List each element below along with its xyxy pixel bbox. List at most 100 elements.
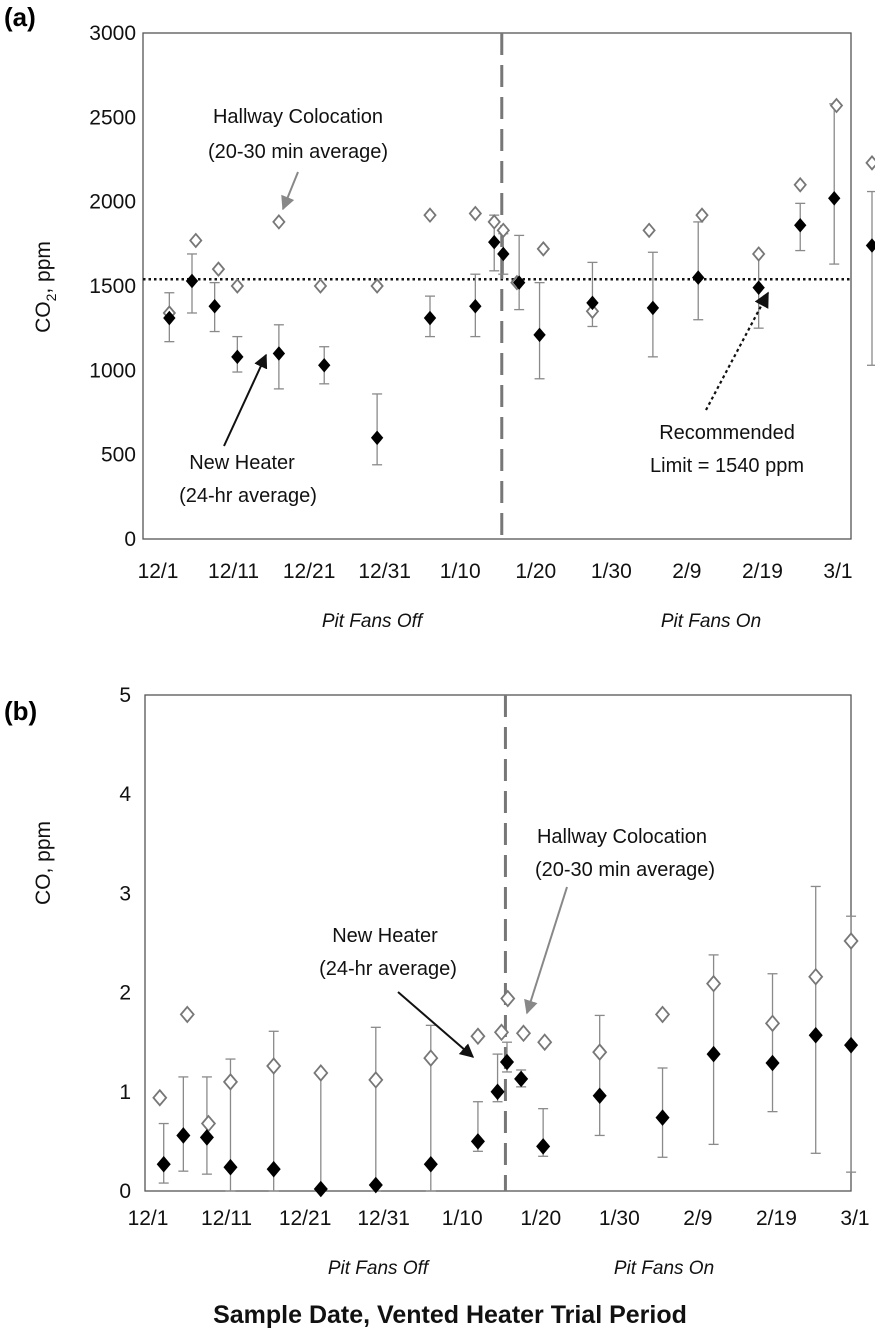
x-tick-label: 1/30 <box>599 1207 640 1230</box>
filled-diamond-point-new-heater <box>533 327 546 343</box>
filled-diamond-point-new-heater <box>199 1129 214 1146</box>
open-diamond-point-hallway-colocation <box>189 232 203 249</box>
annotation-hallway-a-line1: Hallway Colocation <box>213 106 383 128</box>
filled-diamond-point-new-heater <box>844 1036 859 1054</box>
annotation-heater-a-line1: New Heater <box>189 452 295 474</box>
filled-diamond-point-new-heater <box>272 346 286 361</box>
x-tick-label: 1/20 <box>520 1207 561 1230</box>
filled-diamond-point-new-heater <box>499 1053 515 1071</box>
open-diamond-point-hallway-colocation <box>179 1005 195 1024</box>
x-tick-label: 2/19 <box>742 560 783 583</box>
filled-diamond-point-new-heater <box>208 298 221 314</box>
x-tick-label: 2/9 <box>683 1207 712 1230</box>
y-tick-label: 1500 <box>89 275 136 298</box>
open-diamond-point-hallway-colocation <box>368 1071 384 1089</box>
y-tick-label: 3 <box>119 882 131 905</box>
open-diamond-point-hallway-colocation <box>211 261 226 278</box>
filled-diamond-point-new-heater <box>176 1127 191 1144</box>
figure-x-axis-title: Sample Date, Vented Heater Trial Period <box>213 1301 687 1329</box>
annotation-hallway-b-line1: Hallway Colocation <box>537 826 707 848</box>
annotation-hallway-b-line2: (20-30 min average) <box>535 859 715 881</box>
filled-diamond-point-new-heater <box>469 298 482 314</box>
open-diamond-point-hallway-colocation <box>515 1024 532 1043</box>
filled-diamond-point-new-heater <box>490 1083 505 1101</box>
y-tick-label: 0 <box>119 1180 131 1203</box>
open-diamond-point-hallway-colocation <box>585 303 600 320</box>
x-tick-label: 12/31 <box>358 560 411 583</box>
y-tick-label: 2000 <box>89 191 136 214</box>
open-diamond-point-hallway-colocation <box>152 1088 168 1107</box>
x-tick-label: 12/1 <box>128 1207 169 1230</box>
open-diamond-point-hallway-colocation <box>266 1057 282 1075</box>
x-tick-label: 12/11 <box>208 560 259 583</box>
open-diamond-point-hallway-colocation <box>695 207 709 224</box>
x-tick-label: 1/10 <box>442 1207 483 1230</box>
filled-diamond-point-new-heater <box>752 280 765 295</box>
filled-diamond-point-new-heater <box>497 246 510 262</box>
open-diamond-point-hallway-colocation <box>808 967 824 986</box>
filled-diamond-point-new-heater <box>692 270 705 285</box>
filled-diamond-point-new-heater <box>512 275 526 290</box>
x-tick-label: 12/21 <box>279 1207 332 1230</box>
x-tick-label: 2/9 <box>672 560 701 583</box>
open-diamond-point-hallway-colocation <box>829 97 844 114</box>
filled-diamond-point-new-heater <box>223 1158 238 1176</box>
x-tick-label: 2/19 <box>756 1207 797 1230</box>
period-label-off-b: Pit Fans Off <box>328 1258 430 1279</box>
panel-label-b: (b) <box>4 696 37 726</box>
open-diamond-point-hallway-colocation <box>865 154 875 171</box>
filled-diamond-point-new-heater <box>592 1087 607 1105</box>
filled-diamond-point-new-heater <box>646 300 660 316</box>
panel-label-a: (a) <box>4 2 36 32</box>
filled-diamond-point-new-heater <box>423 310 437 326</box>
reference-label-line2: Limit = 1540 ppm <box>650 455 804 477</box>
filled-diamond-point-new-heater <box>368 1176 383 1194</box>
y-tick-label: 4 <box>119 783 131 806</box>
x-tick-label: 12/21 <box>283 560 336 583</box>
open-diamond-point-hallway-colocation <box>493 1023 510 1042</box>
filled-diamond-point-new-heater <box>231 349 244 365</box>
annotation-heater-b-line1: New Heater <box>332 925 438 947</box>
annotation-arrow-reference <box>705 291 769 411</box>
filled-diamond-point-new-heater <box>865 238 875 253</box>
filled-diamond-point-new-heater <box>514 1070 529 1088</box>
open-diamond-point-hallway-colocation <box>592 1043 608 1062</box>
filled-diamond-point-new-heater <box>536 1138 551 1155</box>
period-label-on-a: Pit Fans On <box>661 611 761 632</box>
y-tick-label: 0 <box>124 528 136 551</box>
open-diamond-point-hallway-colocation <box>423 1049 439 1067</box>
filled-diamond-point-new-heater <box>266 1160 281 1178</box>
plot-frame-a <box>142 32 852 540</box>
open-diamond-point-hallway-colocation <box>230 278 245 294</box>
y-tick-label: 1 <box>119 1081 131 1104</box>
x-tick-label: 1/10 <box>440 560 481 583</box>
open-diamond-point-hallway-colocation <box>468 205 483 222</box>
x-tick-label: 12/1 <box>138 560 179 583</box>
open-diamond-point-hallway-colocation <box>272 214 286 230</box>
filled-diamond-point-new-heater <box>828 191 841 206</box>
open-diamond-point-hallway-colocation <box>793 176 807 193</box>
annotation-arrow-heater-a <box>223 353 268 447</box>
filled-diamond-point-new-heater <box>370 430 384 446</box>
open-diamond-point-hallway-colocation <box>487 214 501 230</box>
open-diamond-point-hallway-colocation <box>654 1005 671 1024</box>
y-tick-label: 500 <box>101 444 136 467</box>
filled-diamond-point-new-heater <box>423 1155 438 1173</box>
x-tick-label: 1/20 <box>515 560 556 583</box>
filled-diamond-point-new-heater <box>163 310 176 326</box>
filled-diamond-point-new-heater <box>318 358 331 373</box>
filled-diamond-point-new-heater <box>185 273 199 289</box>
filled-diamond-point-new-heater <box>706 1045 721 1063</box>
plot-frame-b <box>144 694 852 1192</box>
x-tick-label: 12/31 <box>357 1207 410 1230</box>
filled-diamond-point-new-heater <box>655 1109 670 1126</box>
open-diamond-point-hallway-colocation <box>423 207 437 224</box>
annotation-heater-a-line2: (24-hr average) <box>179 485 317 507</box>
x-tick-label: 12/11 <box>201 1207 252 1230</box>
filled-diamond-point-new-heater <box>808 1026 823 1044</box>
open-diamond-point-hallway-colocation <box>313 278 328 294</box>
open-diamond-point-hallway-colocation <box>764 1014 781 1033</box>
filled-diamond-point-new-heater <box>313 1180 328 1198</box>
x-tick-label: 3/1 <box>840 1207 869 1230</box>
